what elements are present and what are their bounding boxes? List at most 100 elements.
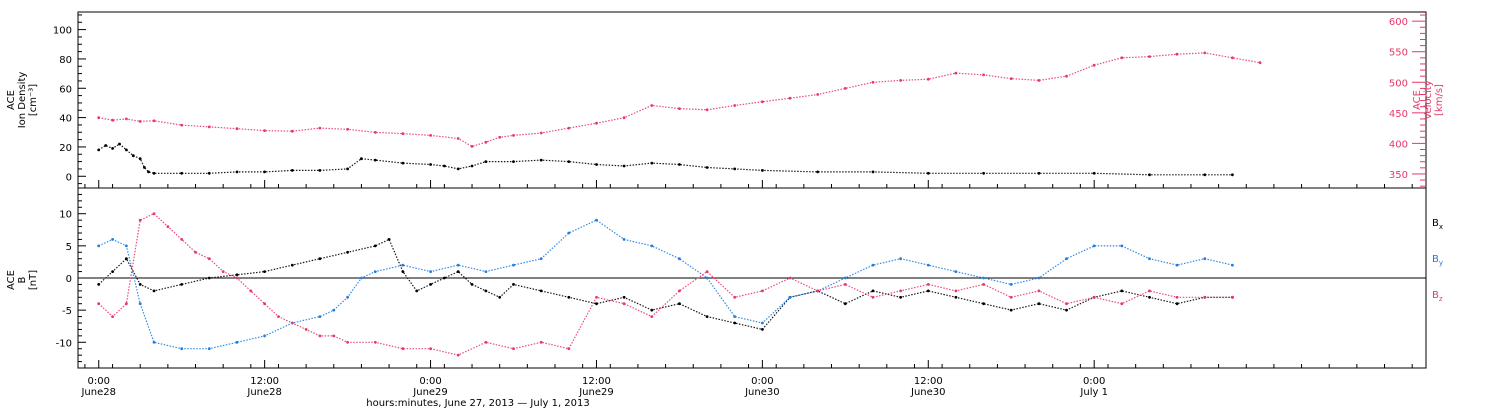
bx-point <box>484 289 488 293</box>
by-point <box>761 321 764 325</box>
x-axis-title: hours:minutes, June 27, 2013 — July 1, 2… <box>366 398 590 409</box>
velocity-point <box>180 123 184 127</box>
density-point <box>125 148 128 152</box>
density-point <box>104 144 108 147</box>
density-point <box>263 170 266 174</box>
density-point <box>143 166 146 169</box>
by-point <box>235 340 239 344</box>
x-tick-date: June30 <box>910 387 946 398</box>
density-point <box>360 157 363 161</box>
bz-point <box>111 315 114 318</box>
density-point <box>111 147 114 150</box>
by-point <box>125 244 128 248</box>
bx-point <box>1037 302 1041 306</box>
bx-point <box>318 257 322 261</box>
by-point <box>1148 257 1151 261</box>
bx-point <box>733 321 737 325</box>
x-tick-time: 12:00 <box>582 376 611 387</box>
legend-by: By <box>1432 254 1443 267</box>
bx-point <box>567 295 571 299</box>
bx-point <box>512 283 515 286</box>
bottom-ytick-label: -10 <box>56 338 72 349</box>
bz-point <box>733 295 737 299</box>
density-point <box>650 161 654 165</box>
x-tick-date: June30 <box>744 387 780 398</box>
legend-bx: Bx <box>1432 218 1443 231</box>
velocity-point <box>470 145 474 148</box>
bz-point <box>926 283 930 286</box>
bx-point <box>443 276 446 280</box>
velocity-point <box>138 120 142 123</box>
bz-point <box>249 289 253 293</box>
by-point <box>678 257 681 261</box>
velocity-point <box>235 127 239 131</box>
density-point <box>470 164 474 168</box>
bz-point <box>899 289 902 293</box>
bottom-ytick-label: 0 <box>66 274 72 285</box>
velocity-point <box>1092 63 1096 67</box>
velocity-point <box>926 77 930 81</box>
density-point <box>982 171 985 175</box>
by-point <box>346 295 349 299</box>
bz-point <box>512 347 515 351</box>
density-point <box>1203 173 1207 177</box>
by-point <box>1092 244 1096 248</box>
velocity-point <box>401 132 405 136</box>
bx-point <box>1148 295 1151 299</box>
bz-point <box>678 289 681 293</box>
bz-point <box>318 334 322 338</box>
velocity-point <box>843 87 847 90</box>
bz-point <box>207 257 211 261</box>
bottom-ytick-label: -5 <box>62 306 72 317</box>
density-point <box>1037 171 1041 175</box>
bz-point <box>484 340 488 344</box>
velocity-point <box>761 100 764 104</box>
velocity-point <box>318 126 322 130</box>
bx-point <box>125 257 128 261</box>
density-point <box>622 164 626 168</box>
bx-point <box>138 283 142 286</box>
by-point <box>484 270 488 273</box>
bz-point <box>263 302 266 306</box>
top-left-ytick-label: 40 <box>59 114 72 125</box>
bx-point <box>456 270 460 273</box>
bx-point <box>982 302 985 306</box>
bottom-ytick-label: 10 <box>59 210 72 221</box>
bz-point <box>650 315 654 318</box>
velocity-point <box>1175 52 1179 56</box>
velocity-point <box>733 104 737 107</box>
velocity-point <box>899 79 902 82</box>
velocity-point <box>678 107 681 110</box>
by-point <box>650 244 654 248</box>
velocity-point <box>1231 56 1234 60</box>
bz-point <box>705 270 709 273</box>
top-left-ylabel-line1: ACE <box>6 90 17 110</box>
density-point <box>761 169 764 172</box>
bz-point <box>152 212 156 216</box>
bx-point <box>926 289 930 293</box>
velocity-point <box>622 116 626 120</box>
density-point <box>1092 171 1096 175</box>
velocity-point <box>1258 61 1262 65</box>
x-tick-time: 12:00 <box>914 376 943 387</box>
bz-point <box>332 334 336 338</box>
velocity-point <box>290 129 294 133</box>
bz-point <box>567 347 571 351</box>
density-point <box>871 170 875 174</box>
by-point <box>111 238 114 241</box>
density-point <box>429 163 432 166</box>
top-right-ylabel: ACE Velocity [km/s] <box>1412 80 1445 119</box>
density-point <box>1231 173 1234 177</box>
by-point <box>1175 263 1179 267</box>
top-left-ytick-label: 100 <box>53 26 72 37</box>
bz-point <box>456 353 460 357</box>
bz-point <box>1037 289 1041 293</box>
by-point <box>705 276 709 280</box>
velocity-point <box>498 135 502 139</box>
bz-point <box>788 276 792 280</box>
top-left-ytick-label: 60 <box>59 84 72 95</box>
velocity-point <box>484 140 488 144</box>
velocity-point <box>1148 55 1151 58</box>
density-point <box>926 171 930 175</box>
bx-point <box>871 289 875 293</box>
